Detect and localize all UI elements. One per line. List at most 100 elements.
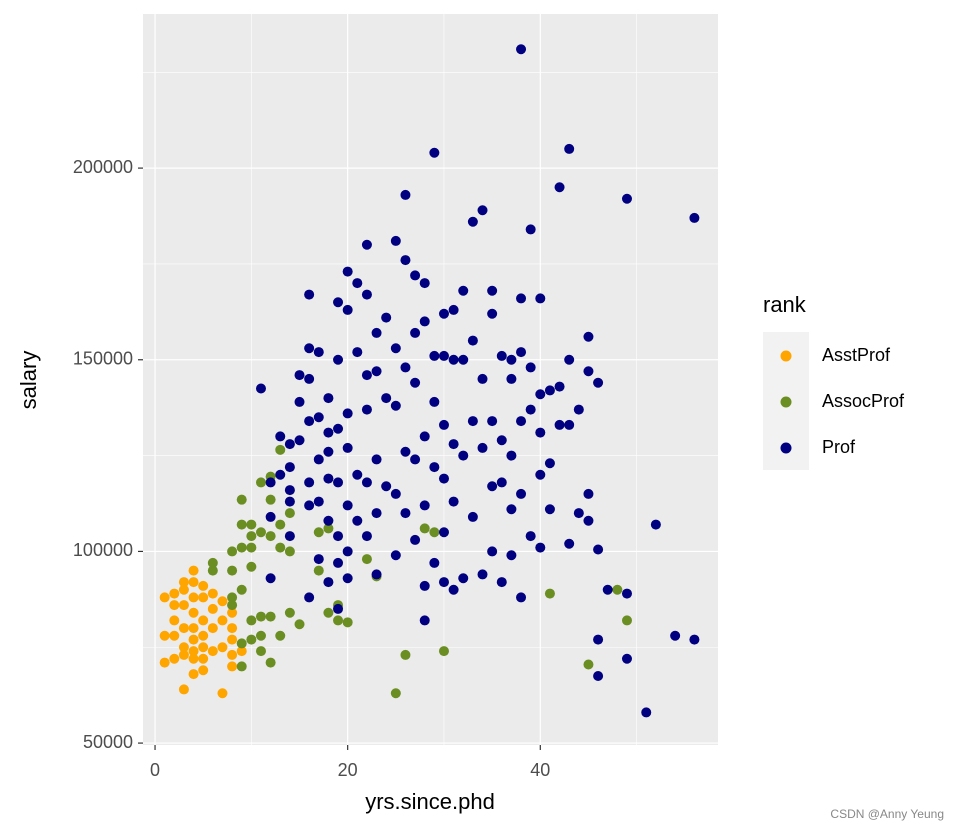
- point: [265, 511, 276, 522]
- point: [198, 592, 209, 603]
- point: [217, 596, 228, 607]
- point: [188, 646, 199, 657]
- point: [313, 412, 324, 423]
- y-tick-label: 100000: [73, 540, 133, 560]
- point: [198, 642, 209, 653]
- point: [217, 642, 228, 653]
- point: [429, 350, 440, 361]
- point: [323, 515, 334, 526]
- point: [583, 331, 594, 342]
- point: [602, 584, 613, 595]
- point: [419, 316, 430, 327]
- point: [621, 615, 632, 626]
- point: [390, 550, 401, 561]
- legend-key: [780, 442, 792, 454]
- point: [516, 488, 527, 499]
- point: [304, 373, 315, 384]
- point: [333, 423, 344, 434]
- point: [246, 634, 257, 645]
- point: [612, 584, 623, 595]
- legend-key: [780, 350, 792, 362]
- point: [467, 335, 478, 346]
- point: [487, 546, 498, 557]
- point: [516, 592, 527, 603]
- point: [583, 659, 594, 670]
- point: [458, 354, 469, 365]
- point: [573, 404, 584, 415]
- point: [275, 469, 286, 480]
- point: [535, 389, 546, 400]
- point: [255, 611, 266, 622]
- point: [227, 661, 238, 672]
- point: [516, 416, 527, 427]
- point: [438, 308, 449, 319]
- point: [371, 327, 382, 338]
- legend-title: rank: [763, 292, 807, 317]
- watermark: CSDN @Anny Yeung: [830, 807, 944, 821]
- point: [304, 289, 315, 300]
- point: [333, 615, 344, 626]
- point: [650, 519, 661, 530]
- point: [294, 435, 305, 446]
- point: [400, 649, 411, 660]
- point: [198, 665, 209, 676]
- point: [448, 354, 459, 365]
- point: [207, 565, 218, 576]
- point: [342, 304, 353, 315]
- point: [352, 278, 363, 289]
- point: [342, 266, 353, 277]
- point: [641, 707, 652, 718]
- point: [400, 189, 411, 200]
- point: [621, 588, 632, 599]
- point: [429, 557, 440, 568]
- point: [410, 377, 421, 388]
- point: [342, 573, 353, 584]
- point: [487, 285, 498, 296]
- point: [496, 350, 507, 361]
- point: [583, 366, 594, 377]
- point: [227, 546, 238, 557]
- point: [313, 527, 324, 538]
- point: [227, 623, 238, 634]
- point: [255, 383, 266, 394]
- point: [227, 592, 238, 603]
- point: [429, 527, 440, 538]
- point: [207, 623, 218, 634]
- point: [217, 688, 228, 699]
- legend-label: AssocProf: [822, 391, 905, 411]
- point: [429, 147, 440, 158]
- point: [381, 481, 392, 492]
- point: [236, 638, 247, 649]
- point: [255, 527, 266, 538]
- point: [178, 600, 189, 611]
- point: [333, 603, 344, 614]
- point: [169, 630, 180, 641]
- point: [400, 446, 411, 457]
- point: [448, 439, 459, 450]
- point: [246, 615, 257, 626]
- point: [361, 370, 372, 381]
- point: [342, 442, 353, 453]
- point: [313, 454, 324, 465]
- point: [275, 431, 286, 442]
- point: [525, 362, 536, 373]
- point: [284, 462, 295, 473]
- point: [477, 205, 488, 216]
- point: [284, 531, 295, 542]
- point: [323, 427, 334, 438]
- point: [323, 523, 334, 534]
- point: [304, 343, 315, 354]
- point: [390, 343, 401, 354]
- point: [265, 494, 276, 505]
- point: [169, 600, 180, 611]
- point: [284, 508, 295, 519]
- point: [525, 531, 536, 542]
- point: [304, 416, 315, 427]
- point: [554, 182, 565, 193]
- point: [438, 527, 449, 538]
- point: [333, 557, 344, 568]
- point: [236, 494, 247, 505]
- legend-label: AsstProf: [822, 345, 891, 365]
- point: [496, 477, 507, 488]
